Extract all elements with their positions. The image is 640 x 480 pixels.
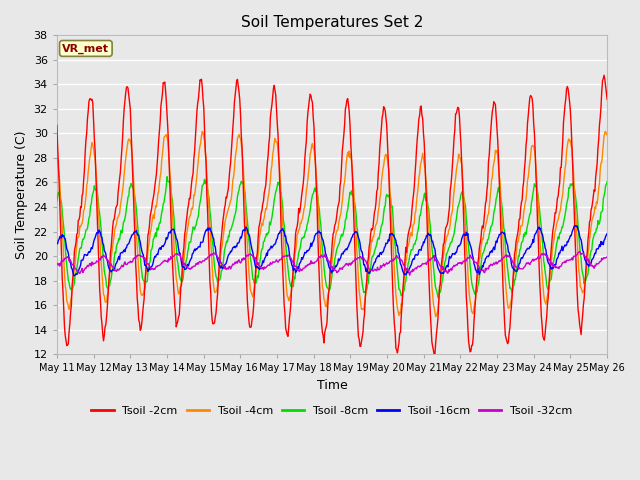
Legend: Tsoil -2cm, Tsoil -4cm, Tsoil -8cm, Tsoil -16cm, Tsoil -32cm: Tsoil -2cm, Tsoil -4cm, Tsoil -8cm, Tsoi… <box>87 401 577 420</box>
X-axis label: Time: Time <box>317 379 348 392</box>
Y-axis label: Soil Temperature (C): Soil Temperature (C) <box>15 131 28 259</box>
Title: Soil Temperatures Set 2: Soil Temperatures Set 2 <box>241 15 423 30</box>
Text: VR_met: VR_met <box>62 43 109 54</box>
